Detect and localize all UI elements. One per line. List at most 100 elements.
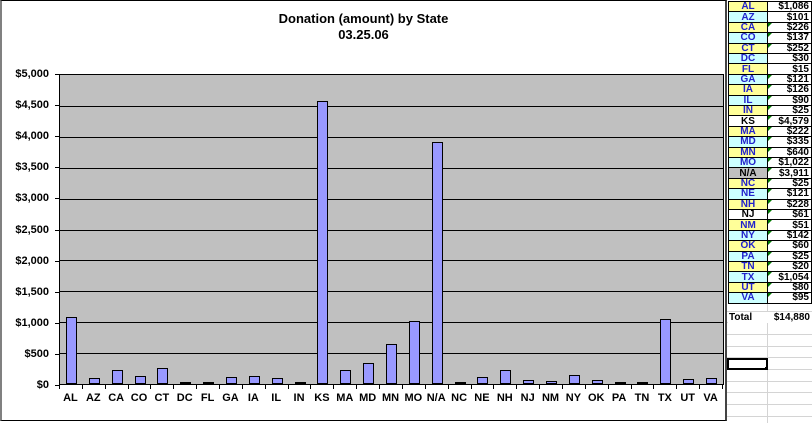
x-axis-tick: [630, 385, 632, 389]
bar-MN[interactable]: [386, 344, 397, 384]
x-axis-label-AL: AL: [63, 392, 78, 404]
error-flag-icon: [768, 262, 772, 266]
gridline: [60, 260, 723, 262]
x-axis-tick: [561, 385, 563, 389]
x-axis-label-GA: GA: [222, 392, 239, 404]
bar-OK[interactable]: [591, 380, 603, 384]
sheet-row-line: [727, 403, 812, 405]
y-axis-tick: [55, 291, 59, 293]
total-value-cell[interactable]: $14,880: [767, 312, 812, 323]
y-axis-tick: [55, 260, 59, 262]
bar-NE[interactable]: [477, 377, 489, 384]
gridline: [60, 229, 723, 231]
sheet-row-line: [727, 392, 812, 394]
bar-CT[interactable]: [157, 368, 169, 384]
bar-CO[interactable]: [134, 376, 146, 384]
x-axis-tick: [607, 385, 609, 389]
chart-title: Donation (amount) by State: [278, 11, 449, 26]
bar-MO[interactable]: [408, 321, 420, 384]
x-axis-label-VA: VA: [703, 392, 718, 404]
error-flag-icon: [768, 178, 772, 183]
sheet-row-line: [727, 334, 812, 336]
y-axis-label: $4,000: [15, 130, 49, 143]
donation-chart: Donation (amount) by State 03.25.06 $0 $5…: [0, 0, 727, 421]
error-flag-icon: [768, 43, 772, 48]
x-axis-label-IN: IN: [293, 392, 305, 404]
x-axis-tick: [264, 385, 266, 389]
bar-DC[interactable]: [180, 382, 192, 384]
error-flag-icon: [768, 199, 772, 204]
x-axis-tick: [219, 385, 221, 389]
x-axis-tick: [287, 385, 289, 389]
y-axis-tick: [55, 105, 59, 107]
y-axis-tick: [55, 167, 59, 169]
y-axis-label: $3,000: [15, 192, 49, 205]
gridline: [60, 136, 723, 138]
bar-UT[interactable]: [683, 379, 695, 384]
error-flag-icon: [768, 85, 772, 90]
fill-handle[interactable]: [765, 366, 768, 370]
x-axis-label-MO: MO: [404, 392, 423, 404]
error-flag-icon: [768, 116, 772, 121]
bar-NJ[interactable]: [523, 380, 535, 384]
x-axis-label-NJ: NJ: [520, 392, 535, 404]
bar-IA[interactable]: [248, 376, 260, 384]
bar-FL[interactable]: [203, 382, 215, 384]
x-axis-label-FL: FL: [200, 392, 215, 404]
y-axis-tick: [55, 385, 59, 386]
bar-N/A[interactable]: [431, 142, 443, 384]
bar-PA[interactable]: [614, 382, 626, 384]
error-flag-icon: [768, 158, 772, 162]
bar-NY[interactable]: [568, 375, 580, 384]
bar-MA[interactable]: [340, 370, 352, 384]
x-axis-label-NY: NY: [565, 392, 582, 404]
bar-IN[interactable]: [294, 382, 306, 384]
bar-VA[interactable]: [706, 378, 718, 384]
y-axis-label: $1,000: [15, 316, 49, 329]
bar-AL[interactable]: [65, 317, 77, 384]
bar-MD[interactable]: [363, 363, 375, 384]
bar-NC[interactable]: [454, 382, 466, 384]
bar-NM[interactable]: [546, 381, 558, 384]
x-axis-label-KS: KS: [314, 392, 330, 404]
bar-GA[interactable]: [225, 377, 237, 384]
sheet-row-line: [727, 380, 812, 382]
error-flag-icon: [768, 137, 772, 142]
total-label-cell[interactable]: Total: [728, 312, 769, 323]
selected-cell[interactable]: [727, 357, 768, 370]
state-cell-VA[interactable]: VA: [728, 292, 768, 304]
x-axis-tick: [401, 385, 403, 389]
error-flag-icon: [768, 282, 772, 287]
bar-TN[interactable]: [637, 382, 649, 384]
bar-IL[interactable]: [271, 378, 283, 384]
error-flag-icon: [768, 33, 772, 38]
x-axis-tick: [379, 385, 381, 389]
error-flag-icon: [768, 126, 772, 131]
x-axis-label-PA: PA: [611, 392, 627, 404]
x-axis-label-UT: UT: [680, 392, 696, 404]
value-cell-VA[interactable]: $95: [767, 292, 812, 304]
bar-KS[interactable]: [317, 101, 329, 384]
sheet-row-line: [727, 369, 812, 370]
y-axis-label: $3,500: [15, 161, 49, 174]
bar-TX[interactable]: [660, 319, 672, 384]
x-axis-tick: [173, 385, 175, 389]
x-axis-tick: [447, 385, 449, 389]
y-axis-label: $2,000: [15, 254, 49, 267]
bar-CA[interactable]: [111, 370, 123, 384]
y-axis-tick: [55, 353, 59, 355]
gridline: [60, 322, 723, 324]
bar-NH[interactable]: [500, 370, 512, 384]
bar-AZ[interactable]: [88, 378, 100, 384]
gridline: [60, 198, 723, 200]
sheet-row-line: [727, 357, 812, 359]
gridline: [60, 291, 723, 293]
x-axis-label-NH: NH: [496, 392, 513, 404]
y-axis-tick: [55, 322, 59, 324]
y-axis-label: $5,000: [15, 68, 49, 80]
y-axis-label: $2,500: [15, 223, 49, 236]
x-axis-tick: [150, 385, 152, 389]
chart-title-block: Donation (amount) by State 03.25.06: [2, 11, 725, 43]
sheet-row-line: [727, 415, 812, 417]
